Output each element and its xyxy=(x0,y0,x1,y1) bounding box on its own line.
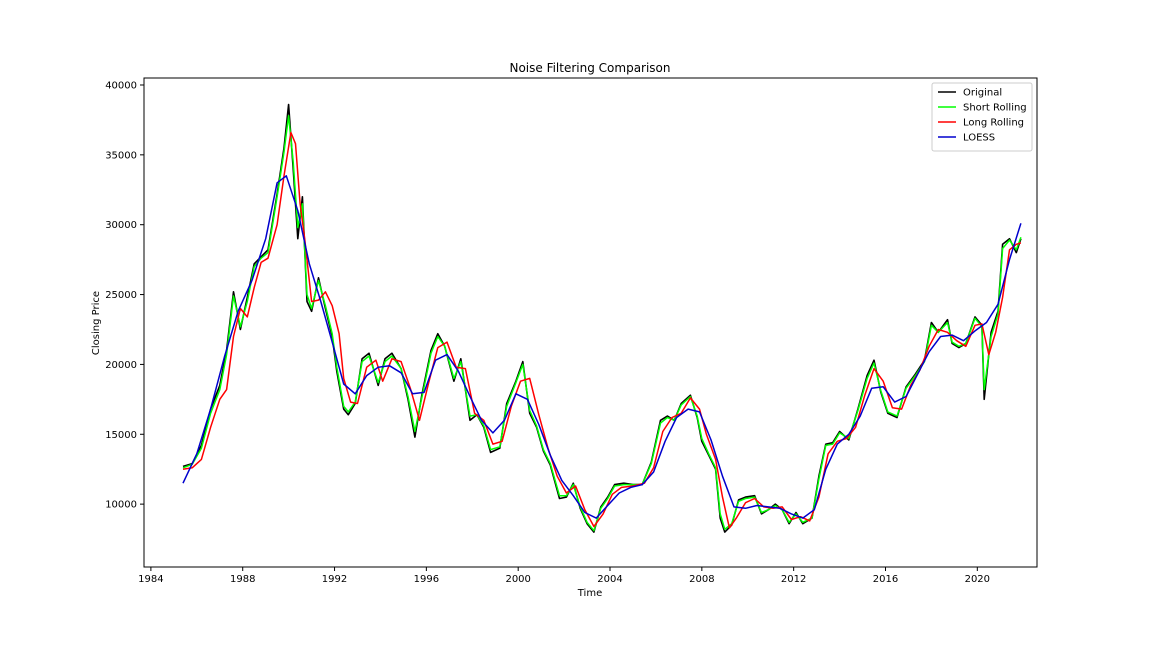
series-line-short-rolling xyxy=(182,114,1022,532)
x-tick-label: 1984 xyxy=(138,574,163,585)
y-tick-label: 20000 xyxy=(105,360,137,371)
x-tick-label: 2000 xyxy=(505,574,530,585)
legend-label: Short Rolling xyxy=(963,103,1027,114)
x-tick-label: 2008 xyxy=(689,574,714,585)
x-tick-label: 2004 xyxy=(597,574,622,585)
x-tick-label: 1988 xyxy=(230,574,255,585)
x-tick-label: 2020 xyxy=(965,574,990,585)
chart-title: Noise Filtering Comparison xyxy=(509,61,670,75)
x-tick-label: 2016 xyxy=(873,574,898,585)
series-line-loess xyxy=(182,175,1022,519)
y-tick-label: 35000 xyxy=(105,150,137,161)
y-tick-label: 25000 xyxy=(105,290,137,301)
y-axis-label: Closing Price xyxy=(91,291,102,355)
y-tick-label: 40000 xyxy=(105,80,137,91)
x-axis-label: Time xyxy=(577,588,602,599)
y-tick-label: 15000 xyxy=(105,430,137,441)
legend-label: Long Rolling xyxy=(963,118,1024,129)
series-line-original xyxy=(182,103,1022,533)
legend-label: LOESS xyxy=(963,133,995,144)
axes: 1984 1988 1992 1996 2000 2004 2008 2012 2016 2020… xyxy=(105,77,1038,585)
y-tick-label: 10000 xyxy=(105,500,137,511)
legend: Original Short Rolling Long Rolling LOESS xyxy=(931,82,1033,152)
legend-label: Original xyxy=(963,88,1002,99)
plot-frame xyxy=(143,77,1038,568)
series-line-long-rolling xyxy=(182,131,1022,529)
plot-lines xyxy=(182,103,1022,533)
legend-box xyxy=(931,82,1033,152)
x-tick-label: 1996 xyxy=(414,574,439,585)
x-tick-label: 2012 xyxy=(781,574,806,585)
y-tick-label: 30000 xyxy=(105,220,137,231)
x-tick-label: 1992 xyxy=(322,574,347,585)
